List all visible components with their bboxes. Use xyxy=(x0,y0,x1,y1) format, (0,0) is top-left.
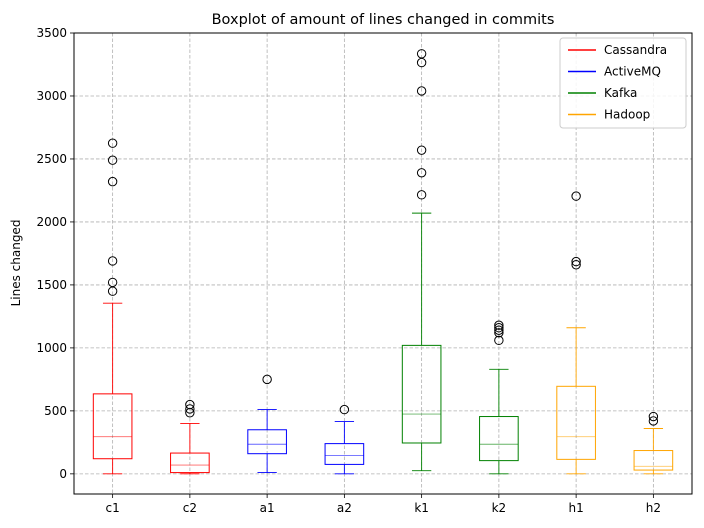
outlier-point xyxy=(185,399,195,410)
legend-label: Cassandra xyxy=(604,43,667,57)
box-h2 xyxy=(633,411,674,475)
outlier-point xyxy=(416,49,427,59)
box-k1 xyxy=(401,49,442,472)
iqr-box xyxy=(170,452,210,474)
chart-title: Boxplot of amount of lines changed in co… xyxy=(212,12,555,28)
legend-frame xyxy=(559,37,687,129)
x-tick-label: a2 xyxy=(337,501,352,515)
y-tick-label: 500 xyxy=(44,404,67,418)
x-tick-label: c1 xyxy=(106,501,120,515)
outlier-point xyxy=(648,416,659,426)
outlier-point xyxy=(416,145,427,155)
box-k2 xyxy=(479,320,519,475)
outlier-point xyxy=(107,277,118,288)
outlier-point xyxy=(107,256,118,266)
outlier-point xyxy=(339,404,350,415)
ticks: 0 500 1000 1500 2000 2500 3000 3500 c1 c2 a1 a2 k1 k2… xyxy=(36,26,661,515)
x-tick-label: c2 xyxy=(183,501,197,515)
y-tick-label: 3000 xyxy=(36,89,67,103)
outlier-point xyxy=(416,168,427,178)
box-a2 xyxy=(324,404,365,475)
box-c2 xyxy=(170,399,210,475)
iqr-box xyxy=(324,443,365,465)
y-tick-label: 2500 xyxy=(36,152,67,166)
x-tick-label: h1 xyxy=(569,501,584,515)
boxes xyxy=(92,49,674,475)
outlier-point xyxy=(107,176,118,187)
y-tick-label: 1500 xyxy=(36,278,67,292)
outlier-point xyxy=(571,260,581,270)
plot-frame xyxy=(73,32,693,495)
y-tick-label: 0 xyxy=(59,467,67,481)
x-tick-label: h2 xyxy=(646,501,661,515)
legend-label: Kafka xyxy=(604,86,637,100)
y-tick-label: 3500 xyxy=(36,26,67,40)
outlier-point xyxy=(494,328,504,338)
y-tick-label: 2000 xyxy=(36,215,67,229)
iqr-box xyxy=(401,344,442,444)
outlier-point xyxy=(494,335,504,346)
outlier-point xyxy=(107,155,118,165)
iqr-box xyxy=(479,416,519,462)
outlier-point xyxy=(416,190,427,200)
x-tick-label: a1 xyxy=(260,501,275,515)
x-tick-label: k1 xyxy=(414,501,429,515)
outlier-point xyxy=(571,256,581,267)
outlier-point xyxy=(494,320,504,330)
iqr-box xyxy=(92,393,133,460)
y-axis-label: Lines changed xyxy=(9,220,23,307)
y-tick-label: 1000 xyxy=(36,341,67,355)
box-c1 xyxy=(92,138,133,475)
outlier-point xyxy=(494,325,504,335)
outlier-point xyxy=(262,374,272,385)
outlier-point xyxy=(416,86,427,96)
box-a1 xyxy=(247,374,287,474)
iqr-box xyxy=(247,429,287,455)
outlier-point xyxy=(648,411,659,422)
outlier-point xyxy=(107,138,118,148)
iqr-box xyxy=(556,385,596,460)
outlier-point xyxy=(494,323,504,333)
x-tick-label: k2 xyxy=(492,501,507,515)
outlier-point xyxy=(185,404,195,414)
legend: Cassandra ActiveMQ Kafka Hadoop xyxy=(559,37,687,129)
legend-label: ActiveMQ xyxy=(604,65,661,79)
legend-label: Hadoop xyxy=(604,108,650,122)
box-h1 xyxy=(556,191,596,475)
outlier-point xyxy=(571,191,581,201)
iqr-box xyxy=(633,450,674,471)
